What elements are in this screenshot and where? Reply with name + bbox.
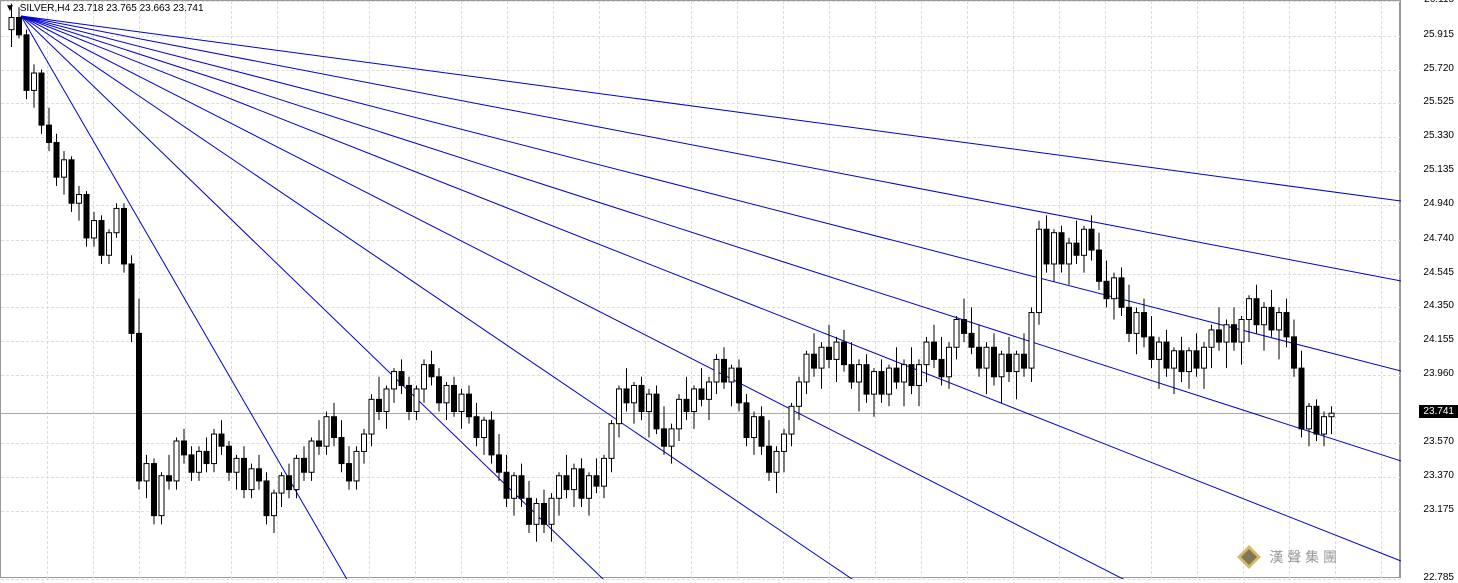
watermark: 漢 聲 集 團: [1235, 543, 1337, 571]
y-axis-tick-label: 25.330: [1423, 130, 1454, 141]
chart-container[interactable]: ▼ SILVER,H4 23.718 23.765 23.663 23.741 …: [0, 0, 1400, 578]
y-axis-tick-label: 24.740: [1423, 233, 1454, 244]
y-axis-tick-label: 26.115: [1424, 0, 1454, 5]
watermark-text: 漢 聲 集 團: [1269, 547, 1337, 567]
y-axis-tick-label: 24.940: [1423, 198, 1454, 209]
y-axis-tick-label: 24.155: [1423, 334, 1454, 345]
y-axis-tick-label: 23.570: [1423, 436, 1454, 447]
chart-plot-area[interactable]: ▼ SILVER,H4 23.718 23.765 23.663 23.741: [1, 1, 1401, 579]
candlestick-layer: [1, 1, 1401, 579]
y-axis-tick-label: 24.350: [1423, 300, 1454, 311]
y-axis-tick-label: 23.370: [1423, 470, 1454, 481]
y-axis-tick-label: 25.915: [1423, 29, 1454, 40]
current-price-marker: 23.741: [1419, 405, 1458, 418]
y-axis-tick-label: 24.545: [1423, 267, 1454, 278]
y-axis-tick-label: 23.960: [1423, 368, 1454, 379]
symbol-label: SILVER,H4: [20, 3, 70, 14]
y-axis: 26.115 25.915 25.720 25.525 25.330 25.135 24.9…: [1400, 0, 1458, 578]
grid-line-horizontal: [1, 579, 1401, 580]
chart-title: ▼ SILVER,H4 23.718 23.765 23.663 23.741: [5, 3, 204, 14]
watermark-logo-icon: [1235, 543, 1263, 571]
y-axis-tick-label: 25.135: [1423, 164, 1454, 175]
y-axis-tick-label: 23.175: [1423, 504, 1454, 515]
y-axis-tick-label: 25.720: [1423, 63, 1454, 74]
dropdown-arrow-icon: ▼: [5, 3, 15, 14]
ohlc-label: 23.718 23.765 23.663 23.741: [73, 3, 204, 14]
y-axis-tick-label: 25.525: [1423, 96, 1454, 107]
